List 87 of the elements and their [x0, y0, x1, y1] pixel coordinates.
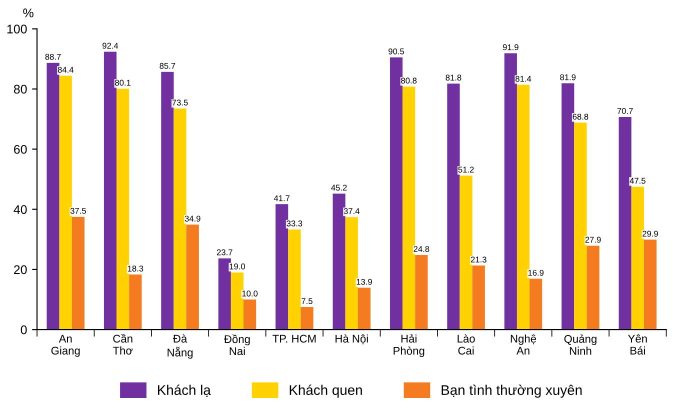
bar [530, 278, 542, 330]
data-label: 51.2 [458, 166, 474, 173]
bar [447, 84, 460, 330]
data-label: 21.3 [470, 256, 486, 262]
data-label: 37.4 [344, 208, 360, 214]
bar [300, 307, 314, 330]
x-tick-label: Đà Nẵng [168, 334, 193, 359]
y-tick-label: 60 [14, 144, 27, 154]
legend-label: Bạn tình thường xuyên [442, 384, 582, 398]
bar [504, 53, 517, 330]
bar [174, 108, 186, 330]
bar [332, 194, 346, 330]
bar [288, 229, 301, 330]
data-label: 7.5 [302, 298, 312, 304]
data-label: 80.1 [115, 80, 131, 86]
bar [276, 204, 288, 330]
data-label: 37.5 [70, 208, 86, 214]
bar [244, 300, 256, 330]
data-label: 47.5 [630, 178, 646, 184]
data-label: 81.4 [516, 76, 532, 82]
data-label: 85.7 [160, 62, 176, 69]
data-label: 90.5 [388, 48, 404, 54]
legend-label: Khách quen [290, 384, 362, 398]
y-tick-label: 80 [14, 84, 27, 94]
y-tick-label: 20 [14, 265, 27, 274]
data-label: 10.0 [242, 290, 258, 296]
x-tick-label: TP. HCM [272, 334, 316, 343]
x-tick-label: Yên Bái [628, 334, 647, 355]
data-label: 81.8 [446, 74, 462, 81]
data-label: 24.8 [414, 246, 430, 252]
data-label: 73.5 [172, 100, 188, 106]
x-tick-label: Đồng Nai [224, 334, 250, 356]
y-axis-title: % [23, 8, 34, 18]
bar [104, 52, 117, 330]
x-tick-label: Quảng Ninh [564, 334, 596, 355]
y-tick-label: 100 [7, 24, 27, 34]
data-label: 91.9 [502, 44, 518, 50]
bar [390, 57, 403, 330]
data-label: 81.9 [560, 74, 576, 80]
bar [186, 224, 199, 330]
bar [631, 186, 644, 330]
bar [618, 116, 632, 330]
bar [59, 76, 72, 330]
bar [230, 272, 244, 330]
bar [415, 255, 428, 330]
data-label: 41.7 [274, 195, 290, 202]
x-tick-label: An Giang [51, 334, 80, 357]
bar [129, 274, 142, 330]
data-label: 23.7 [216, 249, 232, 256]
data-label: 70.7 [617, 108, 633, 114]
data-label: 18.3 [128, 266, 144, 272]
bar [402, 86, 416, 330]
bar [644, 240, 657, 330]
bar [574, 122, 587, 330]
legend-label: Khách lạ [158, 384, 211, 397]
data-label: 29.9 [642, 230, 658, 237]
data-label: 45.2 [331, 184, 347, 191]
x-tick-label: Hải Phòng [394, 334, 424, 357]
data-label: 80.8 [401, 78, 417, 84]
y-tick-label: 40 [14, 205, 27, 214]
data-label: 92.4 [102, 42, 118, 49]
data-label: 27.9 [585, 236, 601, 243]
data-label: 13.9 [356, 278, 372, 285]
data-label: 19.0 [230, 264, 246, 270]
data-label: 84.4 [58, 66, 74, 73]
bar [562, 83, 574, 330]
data-label: 88.7 [45, 54, 61, 60]
bar [345, 217, 358, 330]
bar [472, 266, 485, 330]
bar [586, 246, 600, 330]
x-tick-label: Hà Nội [336, 334, 368, 344]
bar [460, 176, 472, 330]
bar [116, 88, 130, 330]
bar [218, 258, 231, 330]
data-label: 16.9 [528, 270, 544, 276]
bar [72, 216, 84, 330]
bar [161, 72, 174, 330]
bar [516, 84, 530, 330]
data-label: 34.9 [184, 216, 200, 222]
data-label: 33.3 [286, 220, 302, 226]
y-tick-label: 0 [20, 325, 27, 334]
x-tick-label: Lào Cai [458, 334, 475, 355]
x-tick-label: Nghệ An [510, 334, 536, 355]
data-label: 68.8 [572, 114, 588, 120]
bar [358, 288, 371, 330]
x-tick-label: Cần Thơ [112, 334, 133, 355]
bar [46, 62, 60, 330]
